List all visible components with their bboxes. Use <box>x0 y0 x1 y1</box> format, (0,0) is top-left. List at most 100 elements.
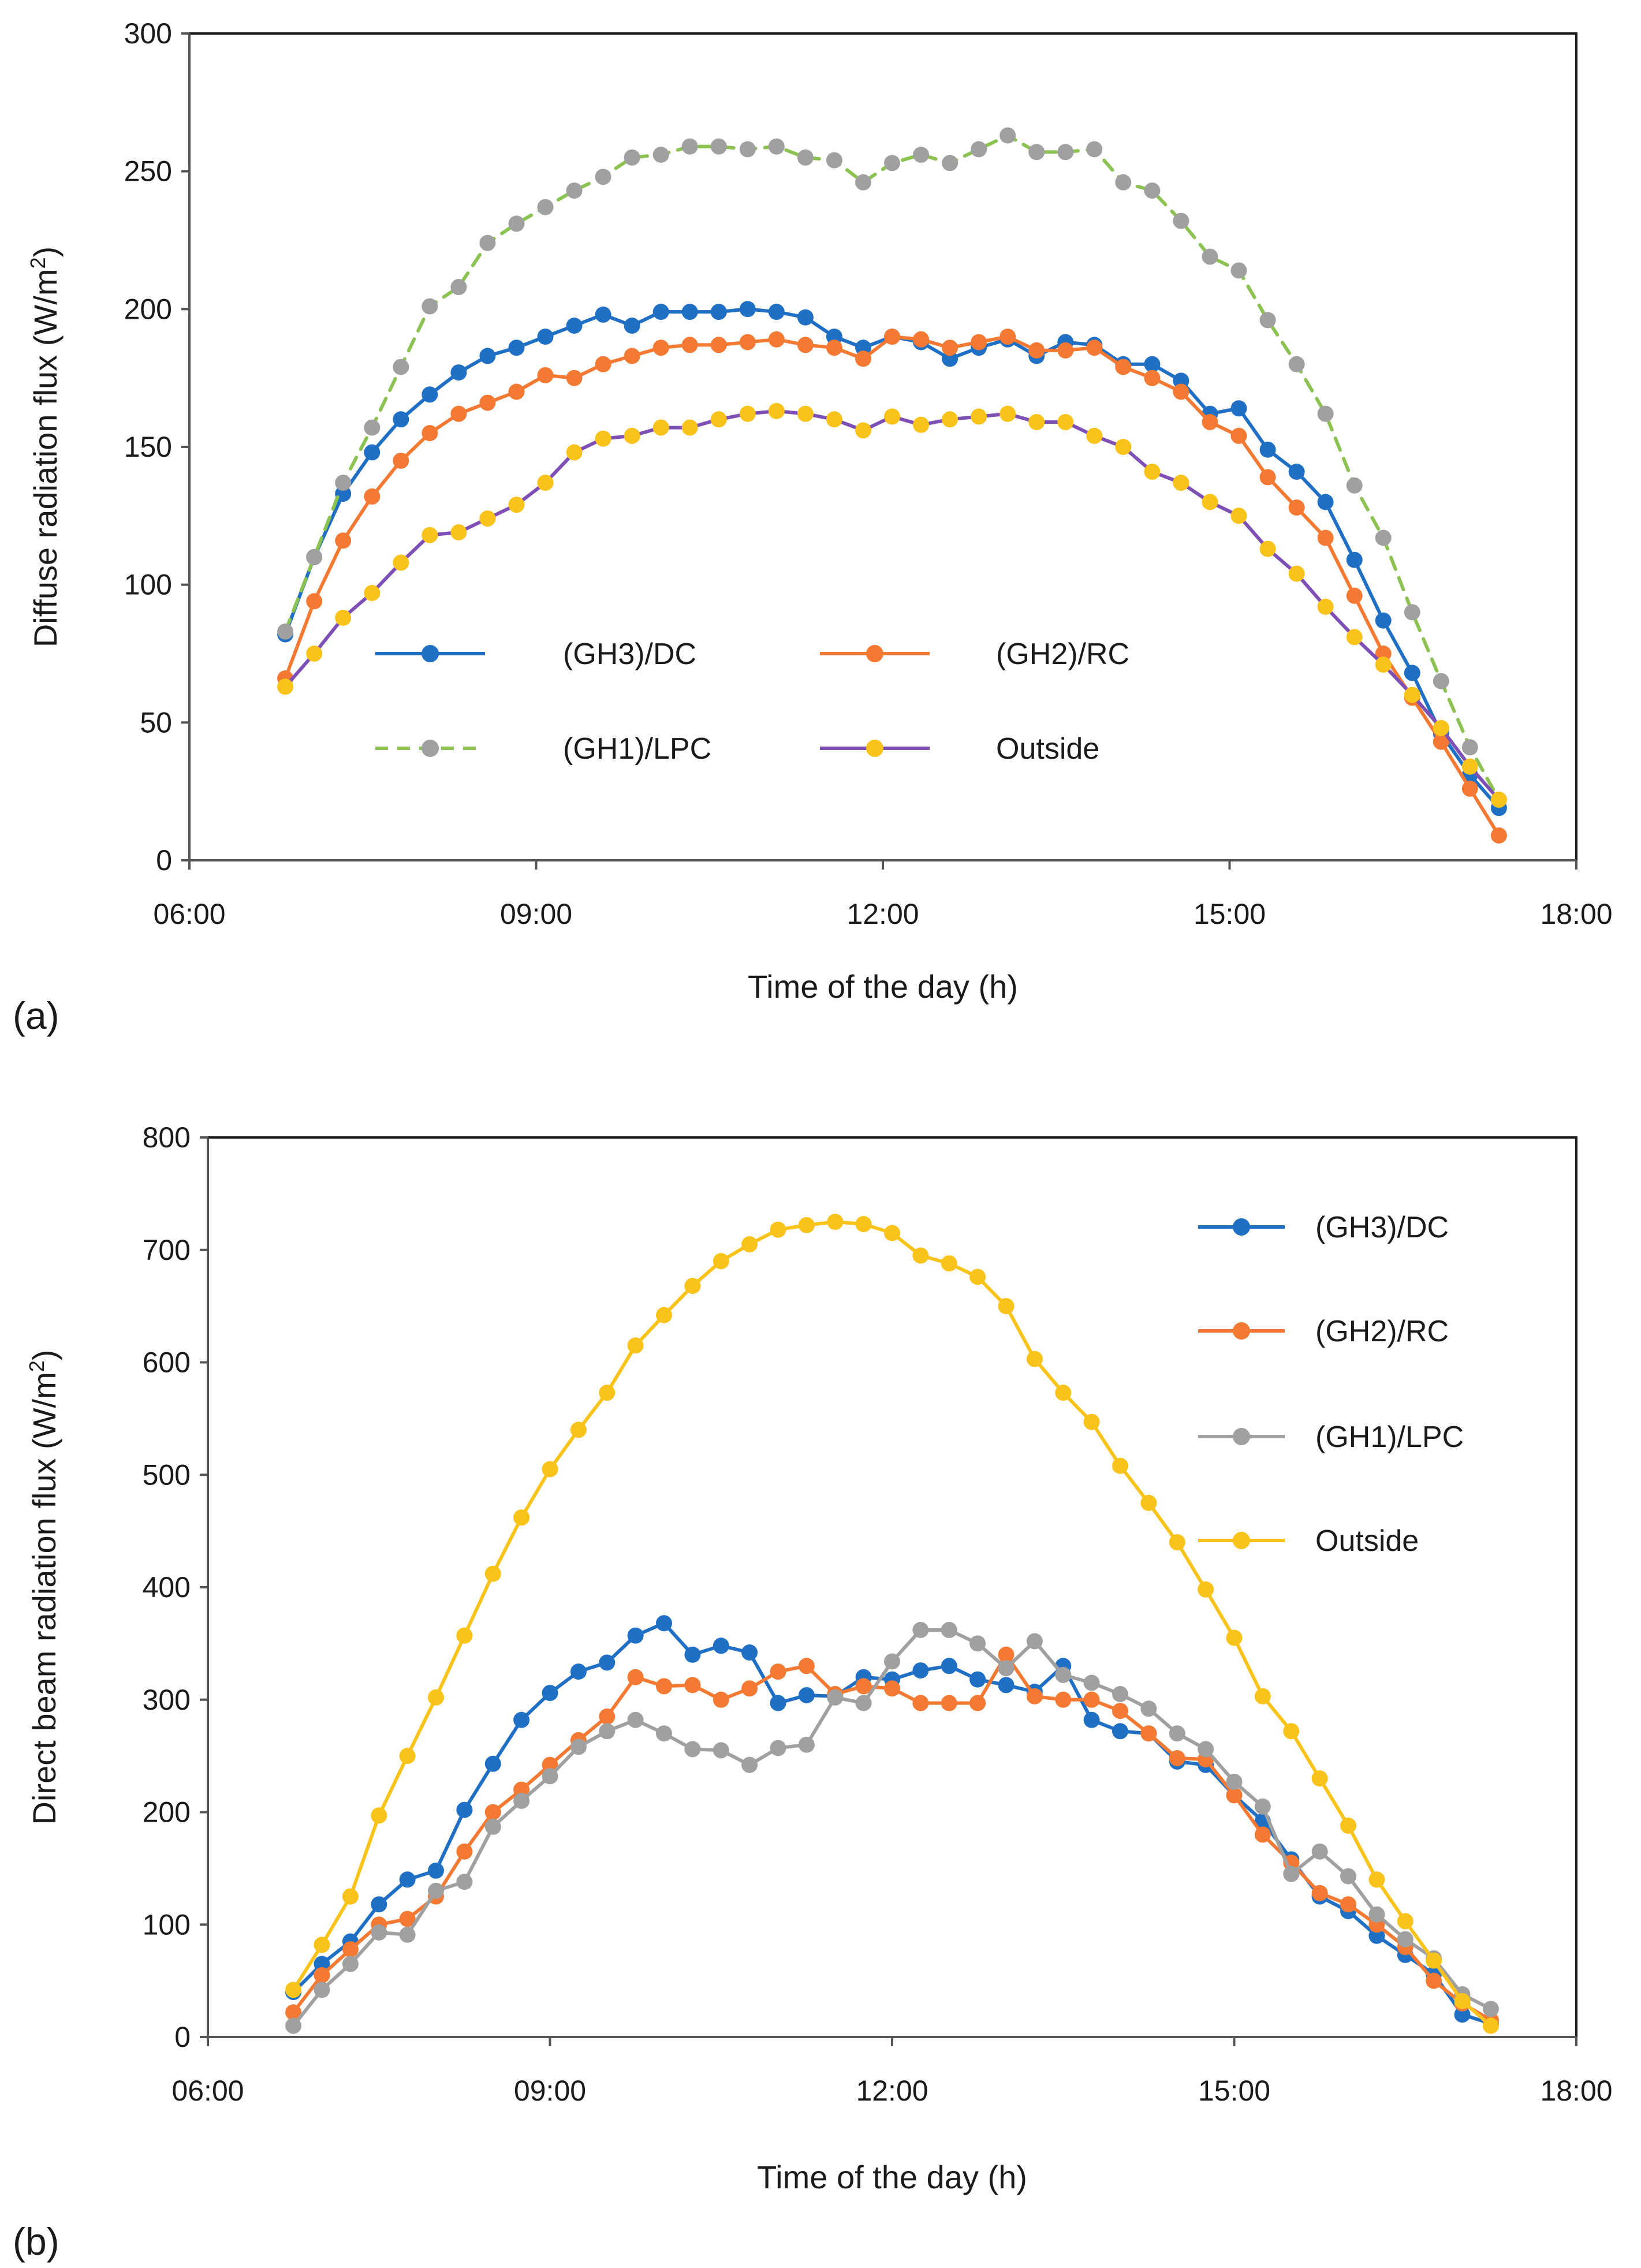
data-point-gh3-dc <box>624 318 640 334</box>
y-axis-label-b-end: ) <box>26 1350 62 1361</box>
data-point-gh3-dc <box>599 1654 616 1671</box>
data-point-gh1-lpc <box>739 141 756 158</box>
data-point-outside <box>656 1307 672 1323</box>
data-point-gh3-dc <box>1230 400 1247 417</box>
data-point-gh1-lpc <box>1112 1686 1128 1702</box>
legend-item-gh3-dc: (GH3)/DC <box>375 637 696 671</box>
data-point-gh1-lpc <box>798 1736 815 1753</box>
legend-swatch-marker <box>422 645 439 662</box>
data-point-outside <box>335 609 352 626</box>
data-point-gh2-rc <box>1169 1750 1185 1766</box>
data-point-outside <box>1368 1871 1385 1888</box>
data-point-gh3-dc <box>656 1615 672 1632</box>
y-tick-label-a: 300 <box>124 17 172 50</box>
data-point-outside <box>768 402 785 419</box>
data-point-gh2-rc <box>1433 733 1449 750</box>
data-point-gh2-rc <box>1083 1691 1100 1708</box>
data-point-gh2-rc <box>768 331 785 348</box>
y-tick-label-a: 250 <box>124 155 172 188</box>
data-point-outside <box>855 1216 872 1232</box>
data-point-gh3-dc <box>422 386 438 403</box>
legend-item-outside: Outside <box>1198 1524 1419 1558</box>
data-point-gh2-rc <box>999 329 1016 345</box>
data-point-outside <box>1311 1770 1328 1787</box>
data-point-gh1-lpc <box>1083 1674 1100 1691</box>
plot-area-a <box>188 32 1577 861</box>
x-tick-label-b: 12:00 <box>856 2075 928 2107</box>
data-point-gh2-rc <box>595 356 611 372</box>
data-point-gh3-dc <box>364 444 381 461</box>
legend-item-outside: Outside <box>820 732 1099 766</box>
x-tick-label-a: 12:00 <box>846 898 919 930</box>
data-point-gh2-rc <box>599 1709 616 1725</box>
data-point-gh2-rc <box>1226 1787 1243 1804</box>
legend-label-gh1-lpc: (GH1)/LPC <box>563 732 711 766</box>
data-point-outside <box>342 1888 359 1905</box>
data-point-gh1-lpc <box>599 1723 616 1740</box>
legend-label-gh2-rc: (GH2)/RC <box>1315 1315 1449 1348</box>
legend-item-gh1-lpc: (GH1)/LPC <box>375 732 711 766</box>
series-gh2-rc-b <box>285 1646 1499 2028</box>
legend-label-gh2-rc: (GH2)/RC <box>996 637 1129 671</box>
data-point-gh2-rc <box>1202 414 1218 430</box>
data-point-gh1-lpc <box>399 1926 416 1943</box>
y-tick-label-a: 150 <box>124 431 172 463</box>
data-point-gh1-lpc <box>314 1982 330 1998</box>
data-point-outside <box>428 1689 444 1706</box>
data-point-gh1-lpc <box>1317 405 1334 422</box>
data-point-gh1-lpc <box>1368 1906 1385 1923</box>
data-point-gh3-dc <box>1112 1723 1128 1740</box>
series-gh1-lpc-a <box>277 127 1507 808</box>
data-point-gh2-rc <box>855 1678 872 1695</box>
data-point-outside <box>1454 1993 1471 2009</box>
data-point-gh1-lpc <box>542 1768 558 1785</box>
data-point-outside <box>798 1217 815 1233</box>
data-point-gh1-lpc <box>285 2017 302 2034</box>
data-point-gh2-rc <box>627 1669 644 1685</box>
y-tick-label-a: 200 <box>124 293 172 325</box>
data-point-gh1-lpc <box>1173 212 1189 229</box>
data-point-gh1-lpc <box>342 1956 359 1972</box>
data-point-gh1-lpc <box>1140 1700 1157 1717</box>
legend-swatch-marker <box>1233 1322 1250 1340</box>
data-point-gh3-dc <box>912 1662 929 1679</box>
data-point-outside <box>999 405 1016 422</box>
data-point-outside <box>1140 1494 1157 1511</box>
legend-item-gh3-dc: (GH3)/DC <box>1198 1211 1449 1244</box>
data-point-gh2-rc <box>314 1967 330 1983</box>
data-point-outside <box>1198 1581 1214 1598</box>
x-tick-label-b: 06:00 <box>171 2075 244 2107</box>
panel-label-a: (a) <box>13 994 59 1037</box>
data-point-outside <box>1317 598 1334 615</box>
data-point-gh3-dc <box>399 1871 416 1888</box>
data-point-gh3-dc <box>713 1637 729 1654</box>
y-axis-label-b-superscript: 2 <box>25 1360 49 1372</box>
data-point-gh2-rc <box>912 1695 929 1711</box>
data-point-gh1-lpc <box>371 1924 387 1941</box>
data-point-gh1-lpc <box>566 182 583 199</box>
y-tick-label-b: 0 <box>174 2021 191 2053</box>
data-point-gh1-lpc <box>1198 1741 1214 1758</box>
data-point-gh3-dc <box>768 304 785 320</box>
data-point-gh1-lpc <box>393 359 409 375</box>
data-point-gh3-dc <box>681 304 698 320</box>
data-point-gh1-lpc <box>827 1689 844 1706</box>
data-point-gh3-dc <box>998 1677 1015 1693</box>
data-point-gh1-lpc <box>364 419 381 436</box>
data-point-outside <box>537 475 554 491</box>
data-point-gh1-lpc <box>1169 1725 1185 1742</box>
data-point-outside <box>1086 427 1103 444</box>
x-tick-label-b: 15:00 <box>1198 2075 1270 2107</box>
data-point-outside <box>1169 1534 1185 1551</box>
series-outside-a <box>277 402 1507 808</box>
data-point-gh1-lpc <box>484 1818 501 1835</box>
x-axis-label-b: Time of the day (h) <box>757 2159 1027 2195</box>
data-point-gh1-lpc <box>855 1695 872 1711</box>
data-point-gh2-rc <box>1140 1725 1157 1742</box>
data-point-gh3-dc <box>1404 665 1420 681</box>
data-point-outside <box>450 524 467 540</box>
data-point-gh1-lpc <box>570 1739 587 1755</box>
data-point-outside <box>484 1565 501 1582</box>
data-point-gh1-lpc <box>450 279 467 296</box>
data-point-outside <box>998 1298 1015 1315</box>
